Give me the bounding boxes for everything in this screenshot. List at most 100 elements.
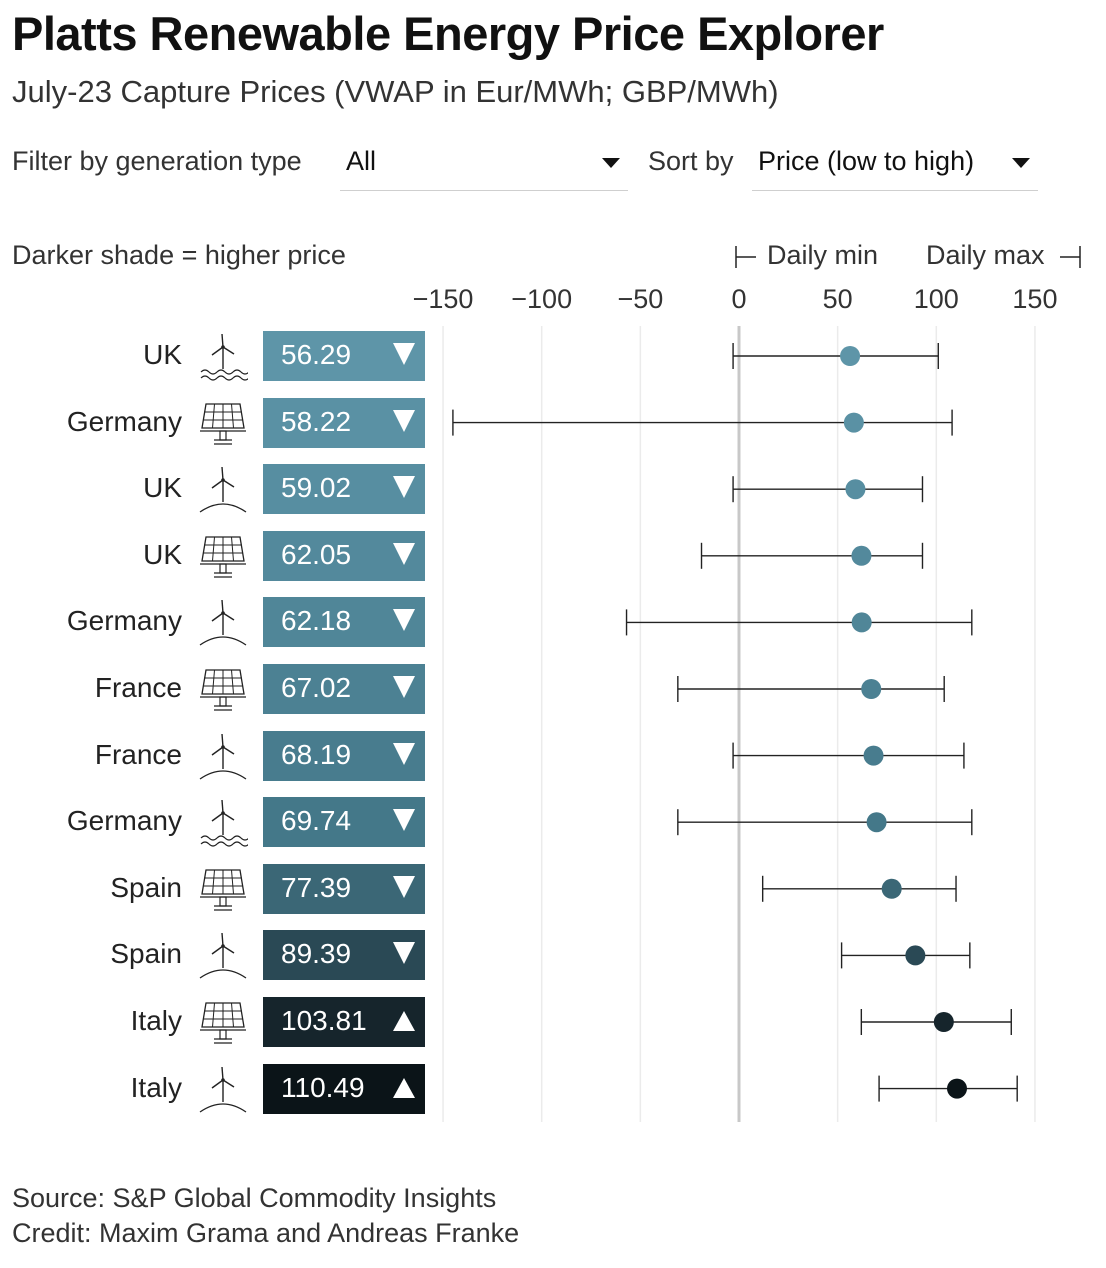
price-row: Germany 62.18 (0, 597, 1106, 648)
arrow-down-icon (393, 875, 415, 898)
daily-max-legend-label: Daily max (926, 240, 1045, 270)
price-dot (946, 1078, 967, 1099)
country-label: Germany (66, 605, 182, 637)
price-dot (851, 612, 872, 633)
arrow-down-icon (393, 609, 415, 632)
page-title: Platts Renewable Energy Price Explorer (12, 7, 884, 60)
onshore-wind-icon (198, 932, 248, 980)
source-note: Source: S&P Global Commodity Insights (12, 1183, 497, 1213)
price-dot (845, 479, 866, 500)
page-subtitle: July-23 Capture Prices (VWAP in Eur/MWh;… (12, 74, 779, 109)
price-value: 68.19 (281, 738, 352, 770)
onshore-wind-icon (198, 1066, 248, 1114)
price-dot (840, 346, 861, 366)
price-dot (933, 1012, 954, 1032)
country-label: Germany (66, 405, 182, 437)
price-row: UK 59.02 (0, 464, 1106, 515)
price-badge[interactable]: 69.74 (263, 797, 425, 848)
price-row: Italy 103.81 (0, 997, 1106, 1047)
price-badge[interactable]: 56.29 (263, 331, 425, 381)
country-label: France (94, 672, 182, 703)
price-value: 58.22 (281, 405, 352, 437)
country-label: Germany (66, 805, 182, 837)
price-row: Germany 58.22 (0, 397, 1106, 448)
price-value: 56.29 (281, 339, 352, 370)
price-dot (905, 945, 926, 966)
price-value: 89.39 (281, 938, 352, 970)
price-dot (866, 812, 887, 833)
price-row: UK 62.05 (0, 530, 1106, 581)
price-badge[interactable]: 62.18 (263, 597, 425, 648)
x-tick-label: 150 (1012, 284, 1058, 314)
price-row: UK 56.29 (0, 331, 1106, 381)
sort-value: Price (low to high) (758, 146, 975, 176)
price-dot (851, 545, 872, 566)
price-badge[interactable]: 110.49 (263, 1063, 425, 1114)
arrow-down-icon (393, 742, 415, 765)
price-row: Italy 110.49 (0, 1063, 1106, 1114)
price-value: 77.39 (281, 871, 352, 903)
price-value: 59.02 (281, 472, 352, 504)
price-dot (863, 745, 884, 766)
arrow-down-icon (393, 542, 415, 565)
solar-panel-icon (198, 400, 248, 448)
shade-legend-note: Darker shade = higher price (12, 240, 346, 270)
country-label: Italy (130, 1005, 182, 1036)
arrow-down-icon (393, 343, 415, 365)
filter-label: Filter by generation type (12, 146, 302, 176)
price-badge[interactable]: 58.22 (263, 397, 425, 448)
price-value: 62.05 (281, 538, 352, 570)
price-value: 103.81 (281, 1005, 367, 1036)
x-tick-label: 0 (731, 284, 747, 314)
arrow-up-icon (393, 1011, 415, 1031)
arrow-down-icon (393, 676, 415, 698)
country-label: France (94, 738, 182, 770)
arrow-up-icon (393, 1077, 415, 1098)
daily-max-marker-icon (1060, 246, 1081, 268)
price-row: Germany 69.74 (0, 797, 1106, 848)
price-badge[interactable]: 68.19 (263, 730, 425, 781)
price-dot (843, 412, 864, 433)
arrow-down-icon (393, 409, 415, 432)
arrow-down-icon (393, 942, 415, 965)
price-dot (881, 878, 902, 899)
solar-panel-icon (198, 666, 248, 714)
solar-panel-icon (198, 999, 248, 1047)
price-badge[interactable]: 77.39 (263, 863, 425, 914)
country-label: UK (143, 538, 182, 570)
sort-label: Sort by (648, 146, 734, 176)
price-badge[interactable]: 103.81 (263, 997, 425, 1047)
arrow-down-icon (393, 809, 415, 832)
filter-dropdown[interactable]: All (340, 140, 628, 191)
price-badge[interactable]: 67.02 (263, 664, 425, 714)
onshore-wind-icon (198, 599, 248, 647)
price-value: 110.49 (281, 1071, 365, 1103)
solar-panel-icon (198, 533, 248, 581)
chevron-down-icon (1012, 158, 1030, 168)
daily-min-legend-label: Daily min (767, 240, 879, 270)
x-tick-label: −50 (617, 284, 664, 314)
price-row: Spain 77.39 (0, 863, 1106, 914)
price-row: France 67.02 (0, 664, 1106, 714)
x-tick-label: −150 (412, 284, 474, 314)
country-label: UK (143, 472, 182, 504)
chevron-down-icon (602, 158, 620, 168)
filter-value: All (346, 146, 377, 176)
country-label: Spain (110, 871, 182, 903)
offshore-wind-icon (198, 333, 250, 381)
arrow-down-icon (393, 476, 415, 499)
price-value: 69.74 (281, 805, 352, 837)
x-tick-label: −100 (511, 284, 573, 314)
sort-dropdown[interactable]: Price (low to high) (752, 140, 1038, 191)
price-badge[interactable]: 62.05 (263, 530, 425, 581)
country-label: Spain (110, 938, 182, 970)
price-row: France 68.19 (0, 730, 1106, 781)
price-badge[interactable]: 89.39 (263, 930, 425, 981)
offshore-wind-icon (198, 799, 250, 847)
onshore-wind-icon (198, 466, 248, 514)
price-row: Spain 89.39 (0, 930, 1106, 981)
price-value: 62.18 (281, 605, 352, 637)
plot-area (442, 326, 1036, 1122)
price-dot (861, 679, 882, 699)
price-badge[interactable]: 59.02 (263, 464, 425, 515)
